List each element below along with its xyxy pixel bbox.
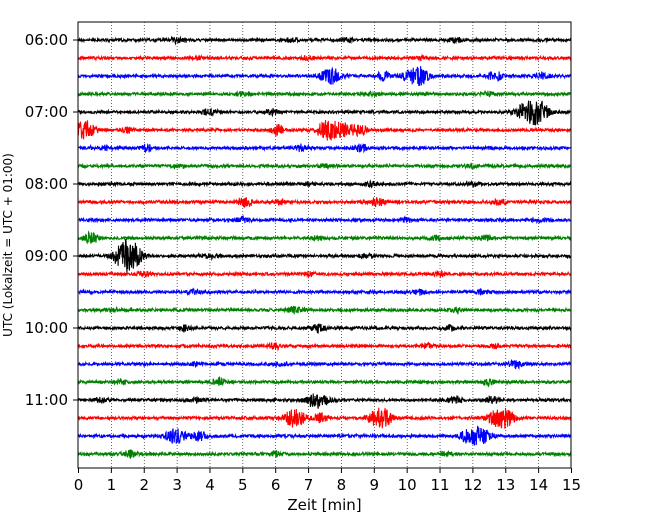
y-tick-label: 06:00 (25, 31, 68, 49)
x-tick-label: 15 (562, 476, 581, 494)
y-axis-label: UTC (Lokalzeit = UTC + 01:00) (1, 153, 15, 337)
x-tick-label: 6 (271, 476, 281, 494)
x-tick-label: 3 (172, 476, 182, 494)
x-tick-label: 2 (139, 476, 149, 494)
seismic-trace (77, 341, 572, 352)
x-tick-label: 7 (304, 476, 314, 494)
x-tick-label: 10 (398, 476, 417, 494)
seismic-trace (77, 287, 572, 296)
seismic-trace (77, 393, 572, 409)
x-tick-label: 9 (370, 476, 380, 494)
seismic-trace (77, 179, 572, 189)
y-tick-label: 08:00 (25, 175, 68, 193)
x-axis-label: Zeit [min] (287, 496, 361, 514)
plot-frame (77, 21, 572, 469)
seismic-trace (77, 53, 572, 62)
seismic-trace (77, 305, 572, 315)
seismic-trace (77, 89, 572, 99)
x-tick-label: 5 (238, 476, 248, 494)
x-tick-label: 11 (430, 476, 449, 494)
seismic-trace (77, 376, 572, 388)
seismic-trace (77, 66, 572, 87)
x-tick-label: 1 (107, 476, 117, 494)
y-tick-label: 11:00 (25, 391, 68, 409)
seismic-trace (77, 407, 572, 429)
seismic-trace (77, 323, 572, 334)
x-tick-label: 8 (337, 476, 347, 494)
seismic-trace (77, 120, 572, 141)
seismic-trace (77, 425, 572, 446)
seismic-trace (77, 100, 572, 126)
x-tick-label: 13 (496, 476, 515, 494)
seismic-trace (77, 162, 572, 170)
seismic-trace (77, 238, 572, 274)
grid-lines (111, 22, 539, 468)
y-tick-label: 07:00 (25, 103, 68, 121)
y-axis-ticks: 06:00 07:00 08:00 09:00 10:00 11:00 (25, 31, 78, 409)
seismic-trace (77, 215, 572, 225)
seismic-trace (77, 449, 572, 459)
trace-lines (77, 35, 572, 459)
seismic-trace (77, 197, 572, 208)
seismic-trace (77, 269, 572, 279)
seismic-trace (77, 35, 572, 46)
x-tick-label: 14 (529, 476, 548, 494)
y-tick-label: 09:00 (25, 247, 68, 265)
seismic-trace (77, 230, 572, 245)
x-axis-ticks: 0 1 2 3 4 5 6 7 8 9 10 11 12 13 14 15 (74, 468, 581, 494)
y-tick-label: 10:00 (25, 319, 68, 337)
seismic-trace (77, 358, 572, 371)
x-tick-label: 12 (463, 476, 482, 494)
seismic-trace (77, 143, 572, 154)
x-tick-label: 0 (74, 476, 84, 494)
x-tick-label: 4 (205, 476, 215, 494)
